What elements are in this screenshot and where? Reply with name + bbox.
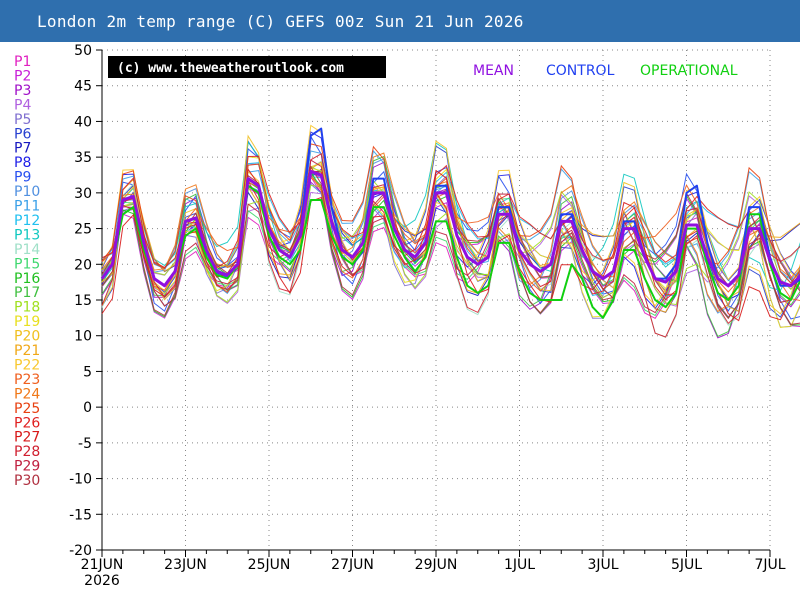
x-tick-label: 27JUN [331, 557, 374, 573]
y-tick-label: 30 [74, 186, 92, 202]
member-label-p10: P10 [14, 184, 40, 200]
member-label-p3: P3 [14, 83, 31, 99]
member-label-p1: P1 [14, 54, 31, 70]
legend-operational: OPERATIONAL [640, 63, 738, 79]
member-line-p29 [101, 159, 800, 314]
y-tick-label: 35 [74, 150, 92, 166]
member-line-p20 [101, 134, 800, 315]
member-line-p26 [101, 155, 800, 303]
member-label-p30: P30 [14, 473, 40, 489]
legend-control: CONTROL [546, 63, 615, 79]
member-label-p9: P9 [14, 170, 31, 186]
y-tick-label: -10 [69, 472, 92, 488]
member-label-p29: P29 [14, 459, 40, 475]
member-label-p25: P25 [14, 401, 40, 417]
member-label-p14: P14 [14, 242, 40, 258]
x-tick-label: 5JUL [671, 557, 702, 573]
member-label-p4: P4 [14, 97, 31, 113]
x-tick-label: 29JUN [415, 557, 458, 573]
member-label-p23: P23 [14, 372, 40, 388]
y-tick-label: 25 [74, 222, 92, 238]
y-tick-label: 45 [74, 79, 92, 95]
member-label-p22: P22 [14, 357, 40, 373]
copyright-text: (c) www.theweatheroutlook.com [117, 61, 344, 76]
member-line-p12 [101, 162, 800, 303]
member-label-p8: P8 [14, 155, 31, 171]
chart-title: London 2m temp range (C) GEFS 00z Sun 21… [0, 0, 800, 42]
y-tick-label: -5 [78, 436, 92, 452]
member-label-p27: P27 [14, 430, 40, 446]
member-label-p12: P12 [14, 213, 40, 229]
member-line-p22 [101, 124, 800, 307]
y-tick-label: 20 [74, 257, 92, 273]
member-label-p26: P26 [14, 415, 40, 431]
member-label-p2: P2 [14, 68, 31, 84]
y-tick-label: 15 [74, 293, 92, 309]
y-tick-label: 0 [83, 400, 92, 416]
member-label-p11: P11 [14, 199, 40, 215]
member-line-p21 [101, 161, 800, 313]
member-label-p13: P13 [14, 227, 40, 243]
legend-mean: MEAN [473, 63, 514, 79]
year-label: 2026 [84, 573, 120, 589]
y-tick-label: 10 [74, 329, 92, 345]
member-line-p3 [101, 161, 800, 339]
member-label-p24: P24 [14, 386, 40, 402]
member-label-p21: P21 [14, 343, 40, 359]
member-label-p19: P19 [14, 314, 40, 330]
member-label-p28: P28 [14, 444, 40, 460]
x-tick-label: 3JUL [587, 557, 618, 573]
x-tick-label: 1JUL [504, 557, 535, 573]
member-line-p13 [101, 140, 800, 291]
y-tick-label: -20 [69, 543, 92, 559]
y-tick-label: 5 [83, 364, 92, 380]
member-label-p17: P17 [14, 285, 40, 301]
copyright-banner [108, 56, 386, 78]
y-tick-label: -15 [69, 507, 92, 523]
member-label-p5: P5 [14, 112, 31, 128]
member-label-p7: P7 [14, 141, 31, 157]
series-line-operational [101, 184, 800, 319]
member-label-p18: P18 [14, 300, 40, 316]
x-tick-label: 21JUN [81, 557, 124, 573]
member-line-p28 [101, 153, 800, 338]
member-label-p6: P6 [14, 126, 31, 142]
member-label-p16: P16 [14, 271, 40, 287]
x-tick-label: 7JUL [754, 557, 785, 573]
x-tick-label: 25JUN [248, 557, 291, 573]
y-tick-label: 40 [74, 114, 92, 130]
member-label-p20: P20 [14, 329, 40, 345]
series-line-mean [100, 169, 800, 288]
member-label-p15: P15 [14, 256, 40, 272]
x-tick-label: 23JUN [164, 557, 207, 573]
y-tick-label: 50 [74, 43, 92, 59]
